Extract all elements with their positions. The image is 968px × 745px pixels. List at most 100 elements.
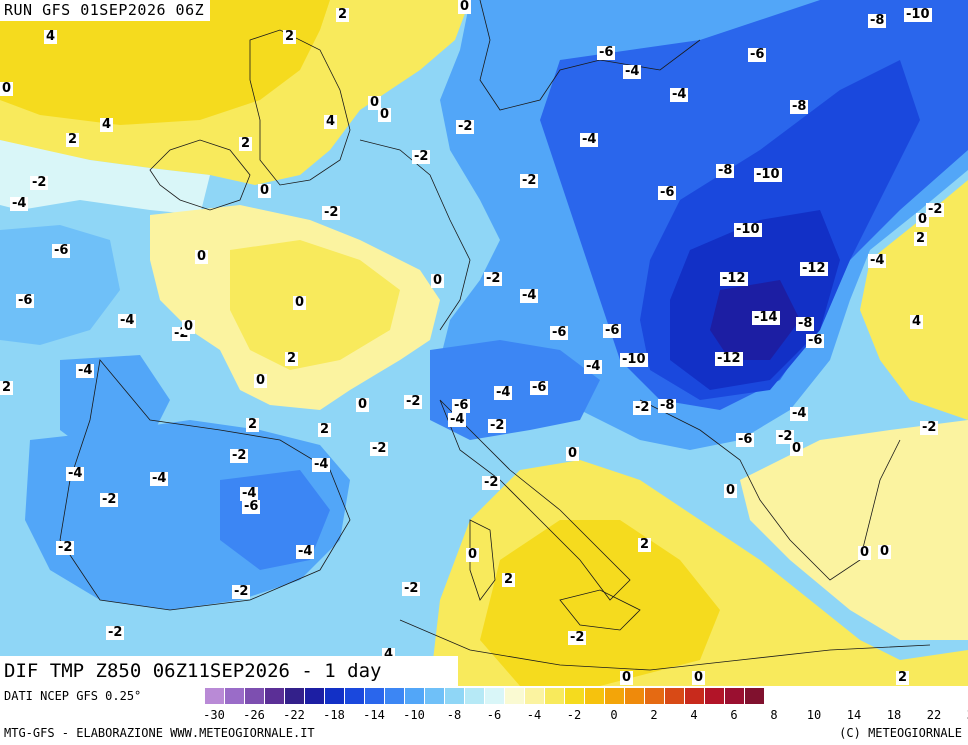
isotherm-value-label: -2 [232, 584, 251, 599]
legend-swatch [244, 688, 264, 704]
isotherm-value-label: 4 [910, 314, 924, 329]
legend-swatch [744, 688, 764, 704]
isotherm-value-label: -4 [580, 132, 599, 147]
isotherm-value-label: -10 [734, 222, 762, 237]
isotherm-value-label: -4 [296, 544, 315, 559]
isotherm-value-label: -6 [748, 47, 767, 62]
isotherm-value-label: 0 [692, 670, 706, 685]
isotherm-value-label: -6 [16, 293, 35, 308]
legend-swatch [624, 688, 644, 704]
isotherm-value-label: 0 [378, 107, 392, 122]
isotherm-value-label: 0 [878, 544, 892, 559]
legend-swatch [604, 688, 624, 704]
legend-swatch [324, 688, 344, 704]
isotherm-value-label: -2 [404, 394, 423, 409]
product-title: DIF TMP Z850 06Z11SEP2026 - 1 day [0, 656, 458, 686]
legend-tick-label: 10 [806, 708, 822, 722]
isotherm-value-label: -6 [597, 45, 616, 60]
legend-swatch [684, 688, 704, 704]
isotherm-value-label: -10 [620, 352, 648, 367]
isotherm-value-label: -2 [106, 625, 125, 640]
legend-swatch [584, 688, 604, 704]
isotherm-value-label: -4 [312, 457, 331, 472]
isotherm-value-label: 2 [246, 417, 260, 432]
isotherm-value-label: -10 [754, 167, 782, 182]
legend-tick-label: -2 [566, 708, 582, 722]
color-scale [204, 688, 764, 704]
isotherm-value-label: 0 [916, 212, 930, 227]
legend-swatch [364, 688, 384, 704]
isotherm-value-label: -6 [452, 398, 471, 413]
legend-tick-label: 4 [690, 708, 698, 722]
isotherm-value-label: 0 [620, 670, 634, 685]
isotherm-value-label: 2 [896, 670, 910, 685]
isotherm-value-label: -2 [920, 420, 939, 435]
isotherm-value-label: 4 [100, 117, 114, 132]
isotherm-value-label: -4 [670, 87, 689, 102]
isotherm-value-label: -6 [603, 323, 622, 338]
legend-swatch [664, 688, 684, 704]
data-source: DATI NCEP GFS 0.25° [4, 689, 142, 703]
isotherm-value-label: -2 [322, 205, 341, 220]
legend-tick-label: 0 [610, 708, 618, 722]
isotherm-value-label: -2 [56, 540, 75, 555]
legend-tick-label: -8 [446, 708, 462, 722]
isotherm-value-label: -12 [720, 271, 748, 286]
isotherm-value-label: 0 [0, 81, 14, 96]
isotherm-value-label: -4 [790, 406, 809, 421]
isotherm-value-label: -2 [370, 441, 389, 456]
isotherm-value-label: -12 [715, 351, 743, 366]
isotherm-value-label: -4 [10, 196, 29, 211]
legend-tick-label: -10 [403, 708, 425, 722]
isotherm-value-label: -2 [402, 581, 421, 596]
isotherm-value-label: -14 [752, 310, 780, 325]
isotherm-value-label: 2 [914, 231, 928, 246]
legend-swatch [564, 688, 584, 704]
isotherm-value-label: 0 [431, 273, 445, 288]
isotherm-value-label: -2 [482, 475, 501, 490]
isotherm-value-label: -2 [926, 202, 945, 217]
legend-swatch [384, 688, 404, 704]
legend-tick-label: 2 [650, 708, 658, 722]
legend-tick-label: 18 [886, 708, 902, 722]
legend-swatch [204, 688, 224, 704]
isotherm-value-label: -12 [800, 261, 828, 276]
isotherm-value-label: -4 [118, 313, 137, 328]
legend-swatch [464, 688, 484, 704]
isotherm-value-label: -4 [494, 385, 513, 400]
legend-tick-label: 30 [967, 708, 968, 722]
isotherm-value-label: -4 [240, 486, 259, 501]
isotherm-value-label: -2 [633, 400, 652, 415]
isotherm-value-label: 0 [368, 95, 382, 110]
isotherm-value-label: -6 [242, 499, 261, 514]
isotherm-value-label: -2 [484, 271, 503, 286]
isotherm-value-label: -4 [150, 471, 169, 486]
isotherm-value-label: 2 [66, 132, 80, 147]
legend-tick-label: 14 [846, 708, 862, 722]
legend-swatch [424, 688, 444, 704]
isotherm-value-label: -2 [488, 418, 507, 433]
legend-tick-label: -4 [526, 708, 542, 722]
isotherm-value-label: -4 [448, 412, 467, 427]
legend-swatch [644, 688, 664, 704]
isotherm-value-label: -8 [790, 99, 809, 114]
isotherm-value-label: -10 [904, 7, 932, 22]
isotherm-value-label: -4 [868, 253, 887, 268]
isotherm-value-label: -8 [716, 163, 735, 178]
isotherm-value-label: -6 [806, 333, 825, 348]
isotherm-value-label: 0 [858, 545, 872, 560]
legend-swatch [524, 688, 544, 704]
isotherm-value-label: 0 [458, 0, 472, 14]
legend-swatch [504, 688, 524, 704]
isotherm-value-label: -6 [658, 185, 677, 200]
isotherm-value-label: -4 [76, 363, 95, 378]
isotherm-value-label: -4 [623, 64, 642, 79]
isotherm-value-label: 0 [356, 397, 370, 412]
isotherm-value-label: -2 [230, 448, 249, 463]
isotherm-value-label: 0 [182, 319, 196, 334]
credit-left: MTG-GFS - ELABORAZIONE WWW.METEOGIORNALE… [4, 726, 315, 740]
legend-swatch [544, 688, 564, 704]
isotherm-value-label: 0 [790, 441, 804, 456]
isotherm-value-label: -4 [584, 359, 603, 374]
legend-swatch [284, 688, 304, 704]
